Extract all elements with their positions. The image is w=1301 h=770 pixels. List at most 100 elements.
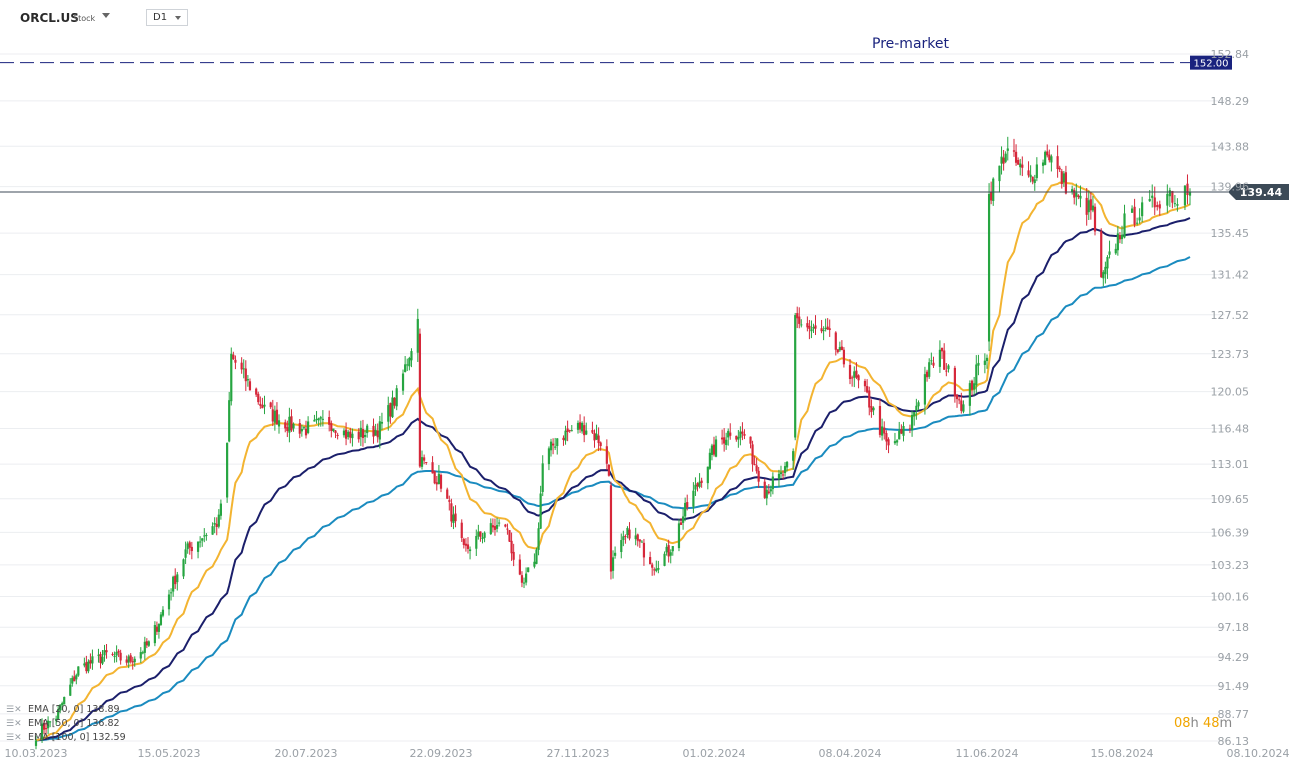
candle: [1017, 157, 1020, 165]
candle-body: [958, 399, 961, 401]
candle: [669, 549, 672, 564]
candle: [313, 414, 316, 422]
symbol-name[interactable]: ORCL.US: [20, 11, 79, 25]
candle-body: [1141, 202, 1144, 217]
candle-body: [525, 573, 528, 583]
candle-body: [174, 575, 177, 585]
indicator-settings-icon[interactable]: ☰✕: [6, 733, 22, 743]
candle-body: [141, 652, 144, 654]
candle: [336, 432, 339, 440]
candle: [410, 348, 413, 368]
candle: [157, 623, 161, 639]
candle-body: [990, 191, 993, 201]
candle: [1073, 187, 1076, 205]
candle: [334, 429, 337, 439]
candle: [433, 470, 436, 485]
candle: [155, 621, 159, 635]
candle: [533, 553, 536, 569]
candle: [182, 558, 185, 580]
candle-body: [900, 429, 903, 434]
candle-body: [1012, 150, 1016, 152]
countdown-minutes: 48: [1202, 716, 1220, 731]
candle-body: [562, 437, 565, 440]
candle-body: [125, 659, 128, 663]
candle: [749, 436, 752, 449]
candle-body: [1019, 163, 1022, 168]
candle-body: [564, 430, 567, 441]
candle-body: [145, 641, 148, 646]
candle-body: [446, 489, 449, 499]
candle-body: [271, 409, 274, 422]
candle: [620, 533, 623, 559]
candle: [34, 735, 38, 750]
x-tick-label: 10.03.2023: [5, 747, 68, 760]
candle-body: [975, 364, 978, 386]
candle-body: [1085, 197, 1088, 215]
candle-body: [887, 439, 890, 446]
chevron-down-icon[interactable]: [102, 13, 110, 18]
candle: [1071, 185, 1074, 195]
indicator-settings-icon[interactable]: ☰✕: [6, 719, 22, 729]
candle-body: [915, 405, 918, 411]
candle: [757, 466, 760, 488]
candle-body: [431, 462, 434, 474]
candle-body: [347, 431, 350, 437]
candle: [626, 526, 629, 539]
candle-body: [992, 178, 995, 201]
candle-body: [1064, 172, 1068, 194]
candle-body: [725, 439, 728, 446]
candle: [751, 440, 754, 472]
candle-body: [983, 360, 986, 365]
candle: [808, 319, 811, 340]
candle: [380, 412, 384, 431]
candle-body: [779, 472, 783, 475]
candle-body: [694, 484, 697, 490]
candle: [1019, 158, 1022, 176]
candle-body: [248, 381, 252, 391]
candle-body: [452, 514, 455, 524]
candle-body: [57, 709, 60, 720]
candle: [1183, 185, 1187, 211]
candle-body: [739, 431, 742, 438]
candle: [1044, 150, 1047, 166]
candle-body: [910, 414, 914, 430]
candle: [769, 485, 772, 497]
candle: [203, 528, 206, 543]
candle: [842, 347, 846, 368]
candle-body: [203, 535, 206, 537]
candle: [765, 485, 768, 506]
legend-ema-100[interactable]: ☰✕ EMA [100, 0] 132.59: [6, 731, 126, 745]
candle: [319, 415, 322, 427]
candle: [169, 588, 173, 601]
indicator-settings-icon[interactable]: ☰✕: [6, 705, 22, 715]
candle: [40, 718, 44, 743]
candle-body: [328, 416, 331, 425]
candle-body: [794, 315, 797, 438]
x-axis: 10.03.2023 15.05.2023 20.07.2023 22.09.2023…: [5, 747, 1290, 760]
candle: [83, 657, 86, 668]
candle: [147, 640, 150, 647]
candle-body: [99, 654, 102, 664]
candle-body: [642, 542, 646, 558]
candle: [708, 448, 711, 470]
candle: [962, 400, 965, 414]
candle-body: [696, 483, 699, 487]
candle: [583, 416, 586, 443]
candle-body: [651, 564, 654, 568]
candle: [1153, 186, 1156, 216]
candle: [493, 518, 497, 536]
candle: [953, 365, 956, 403]
candle-body: [219, 503, 222, 516]
candle: [423, 454, 426, 465]
candle: [196, 541, 200, 559]
legend-ema-50[interactable]: ☰✕ EMA [50, 0] 136.82: [6, 717, 126, 731]
legend-ema-20[interactable]: ☰✕ EMA [20, 0] 138.89: [6, 703, 126, 717]
timeframe-select[interactable]: D1: [146, 9, 188, 26]
candle: [117, 649, 120, 658]
candle-body: [91, 656, 94, 664]
candle: [585, 422, 588, 436]
candle: [366, 423, 369, 438]
candle: [288, 407, 291, 443]
candle: [537, 522, 540, 556]
